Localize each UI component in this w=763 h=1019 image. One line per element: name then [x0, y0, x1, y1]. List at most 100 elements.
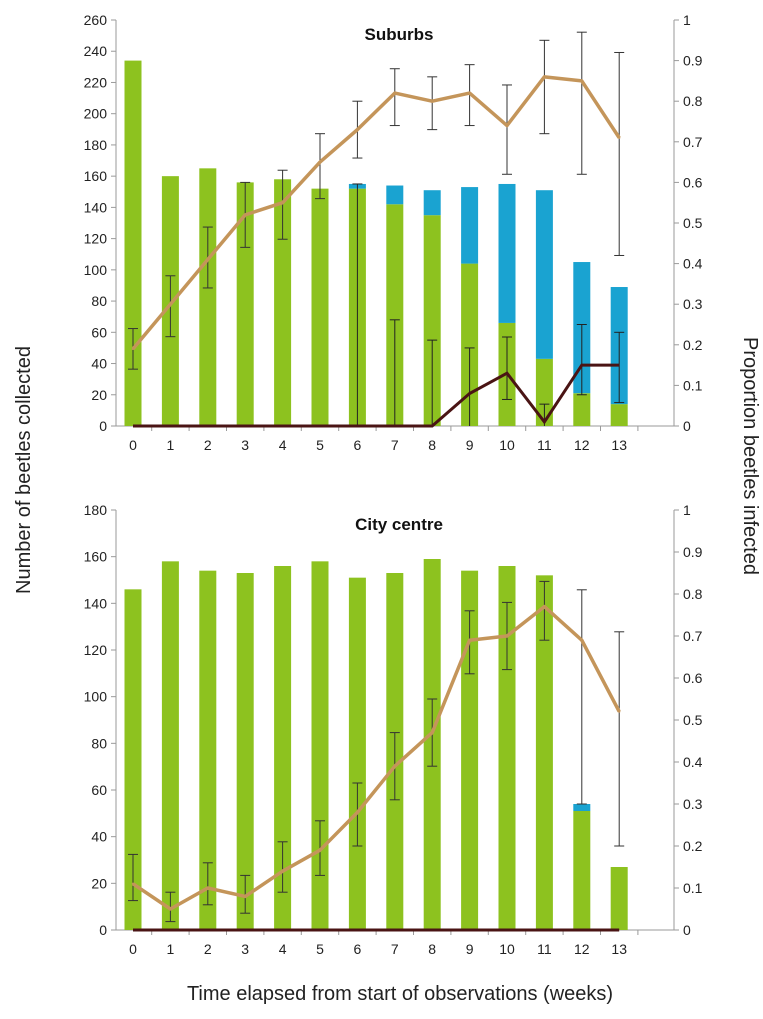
- y-left-tick-label: 0: [99, 922, 107, 938]
- x-tick-label: 12: [574, 437, 590, 453]
- x-tick-label: 2: [204, 941, 212, 957]
- x-tick-label: 4: [279, 941, 287, 957]
- x-tick-label: 9: [466, 941, 474, 957]
- x-tick-label: 10: [499, 437, 515, 453]
- bar-green: [124, 60, 142, 426]
- bar-blue: [386, 185, 404, 205]
- y-left-tick-label: 180: [84, 502, 108, 518]
- x-tick-label: 7: [391, 941, 399, 957]
- proportion-point: [356, 811, 359, 814]
- series-line-proportion: [132, 604, 621, 911]
- bar-green: [498, 566, 516, 930]
- bar-green: [236, 573, 254, 930]
- y-right-tick-label: 0.8: [683, 93, 703, 109]
- y-left-tick-label: 20: [91, 387, 107, 403]
- proportion-point: [281, 201, 284, 204]
- bar-green: [348, 577, 366, 930]
- x-tick-label: 4: [279, 437, 287, 453]
- y-right-tick-label: 0.9: [683, 53, 703, 69]
- x-tick-label: 5: [316, 437, 324, 453]
- bar-green: [124, 589, 142, 930]
- y-left-tick-label: 40: [91, 356, 107, 372]
- y-right-tick-label: 0.9: [683, 544, 703, 560]
- y-left-tick-label: 200: [84, 106, 108, 122]
- bar-blue: [461, 187, 479, 264]
- y-right-tick-label: 1: [683, 502, 691, 518]
- proportion-point: [543, 75, 546, 79]
- y-left-tick-label: 260: [84, 12, 108, 28]
- y-left-tick-label: 180: [84, 137, 108, 153]
- x-tick-label: 6: [354, 437, 362, 453]
- series-line-dark: [133, 363, 620, 428]
- x-axis-label: Time elapsed from start of observations …: [187, 983, 613, 1005]
- bar-green: [461, 570, 479, 930]
- proportion-point: [356, 128, 359, 131]
- proportion-point: [393, 91, 396, 95]
- bar-green: [236, 182, 254, 426]
- x-tick-label: 8: [428, 941, 436, 957]
- y-right-tick-label: 0: [683, 922, 691, 938]
- y-left-tick-label: 140: [84, 595, 108, 611]
- x-tick-label: 10: [499, 941, 515, 957]
- city-centre-panel: 02040608010012014016018000.10.20.30.40.5…: [84, 502, 703, 957]
- bar-green: [535, 575, 553, 930]
- y-right-tick-label: 0.3: [683, 796, 703, 812]
- proportion-point: [131, 347, 135, 351]
- bar-green: [311, 561, 329, 930]
- proportion-point: [468, 639, 471, 642]
- x-tick-label: 0: [129, 941, 137, 957]
- bar-blue: [535, 190, 553, 359]
- y-left-tick-label: 80: [91, 735, 107, 751]
- y-right-tick-label: 0: [683, 418, 691, 434]
- proportion-point: [580, 639, 583, 642]
- y-right-tick-label: 0.7: [683, 628, 703, 644]
- y-left-tick-label: 80: [91, 293, 107, 309]
- y-left-tick-label: 220: [84, 74, 108, 90]
- proportion-point: [468, 91, 471, 95]
- bar-green: [610, 404, 628, 426]
- bar-green: [274, 179, 292, 426]
- x-tick-label: 9: [466, 437, 474, 453]
- x-tick-label: 2: [204, 437, 212, 453]
- y-left-tick-label: 60: [91, 324, 107, 340]
- x-tick-label: 1: [167, 941, 175, 957]
- y-right-tick-label: 0.4: [683, 754, 703, 770]
- series-line-proportion: [131, 75, 621, 350]
- x-tick-label: 6: [354, 941, 362, 957]
- y-right-tick-label: 0.7: [683, 134, 703, 150]
- y-left-tick-label: 160: [84, 549, 108, 565]
- proportion-point: [505, 124, 509, 127]
- bar-green: [573, 811, 591, 930]
- bar-blue: [498, 183, 516, 323]
- x-tick-label: 1: [167, 437, 175, 453]
- bar-green: [423, 215, 441, 426]
- y-left-tick-label: 20: [91, 875, 107, 891]
- chart-title: City centre: [355, 515, 443, 534]
- proportion-point: [318, 160, 322, 164]
- proportion-point: [169, 303, 172, 306]
- y-axis-right-label: Proportion beetles infected: [739, 337, 761, 575]
- y-left-tick-label: 140: [84, 199, 108, 215]
- bar-green: [161, 561, 179, 930]
- proportion-point: [543, 605, 546, 608]
- proportion-point: [618, 710, 621, 713]
- x-tick-label: 0: [129, 437, 137, 453]
- y-left-tick-label: 40: [91, 829, 107, 845]
- y-right-tick-label: 0.2: [683, 337, 703, 353]
- x-tick-label: 11: [537, 941, 552, 957]
- y-right-tick-label: 1: [683, 12, 691, 28]
- bar-blue: [423, 190, 441, 216]
- y-right-tick-label: 0.1: [683, 377, 703, 393]
- x-tick-label: 3: [241, 941, 249, 957]
- proportion-point: [618, 136, 621, 139]
- proportion-point: [244, 213, 247, 217]
- y-left-tick-label: 0: [99, 418, 107, 434]
- bar-green: [386, 204, 404, 426]
- proportion-point: [206, 886, 209, 890]
- proportion-point: [393, 765, 396, 768]
- y-left-tick-label: 60: [91, 782, 107, 798]
- proportion-point: [505, 634, 509, 638]
- y-right-tick-label: 0.5: [683, 215, 703, 231]
- y-right-tick-label: 0.4: [683, 256, 703, 272]
- bar-green: [199, 570, 217, 930]
